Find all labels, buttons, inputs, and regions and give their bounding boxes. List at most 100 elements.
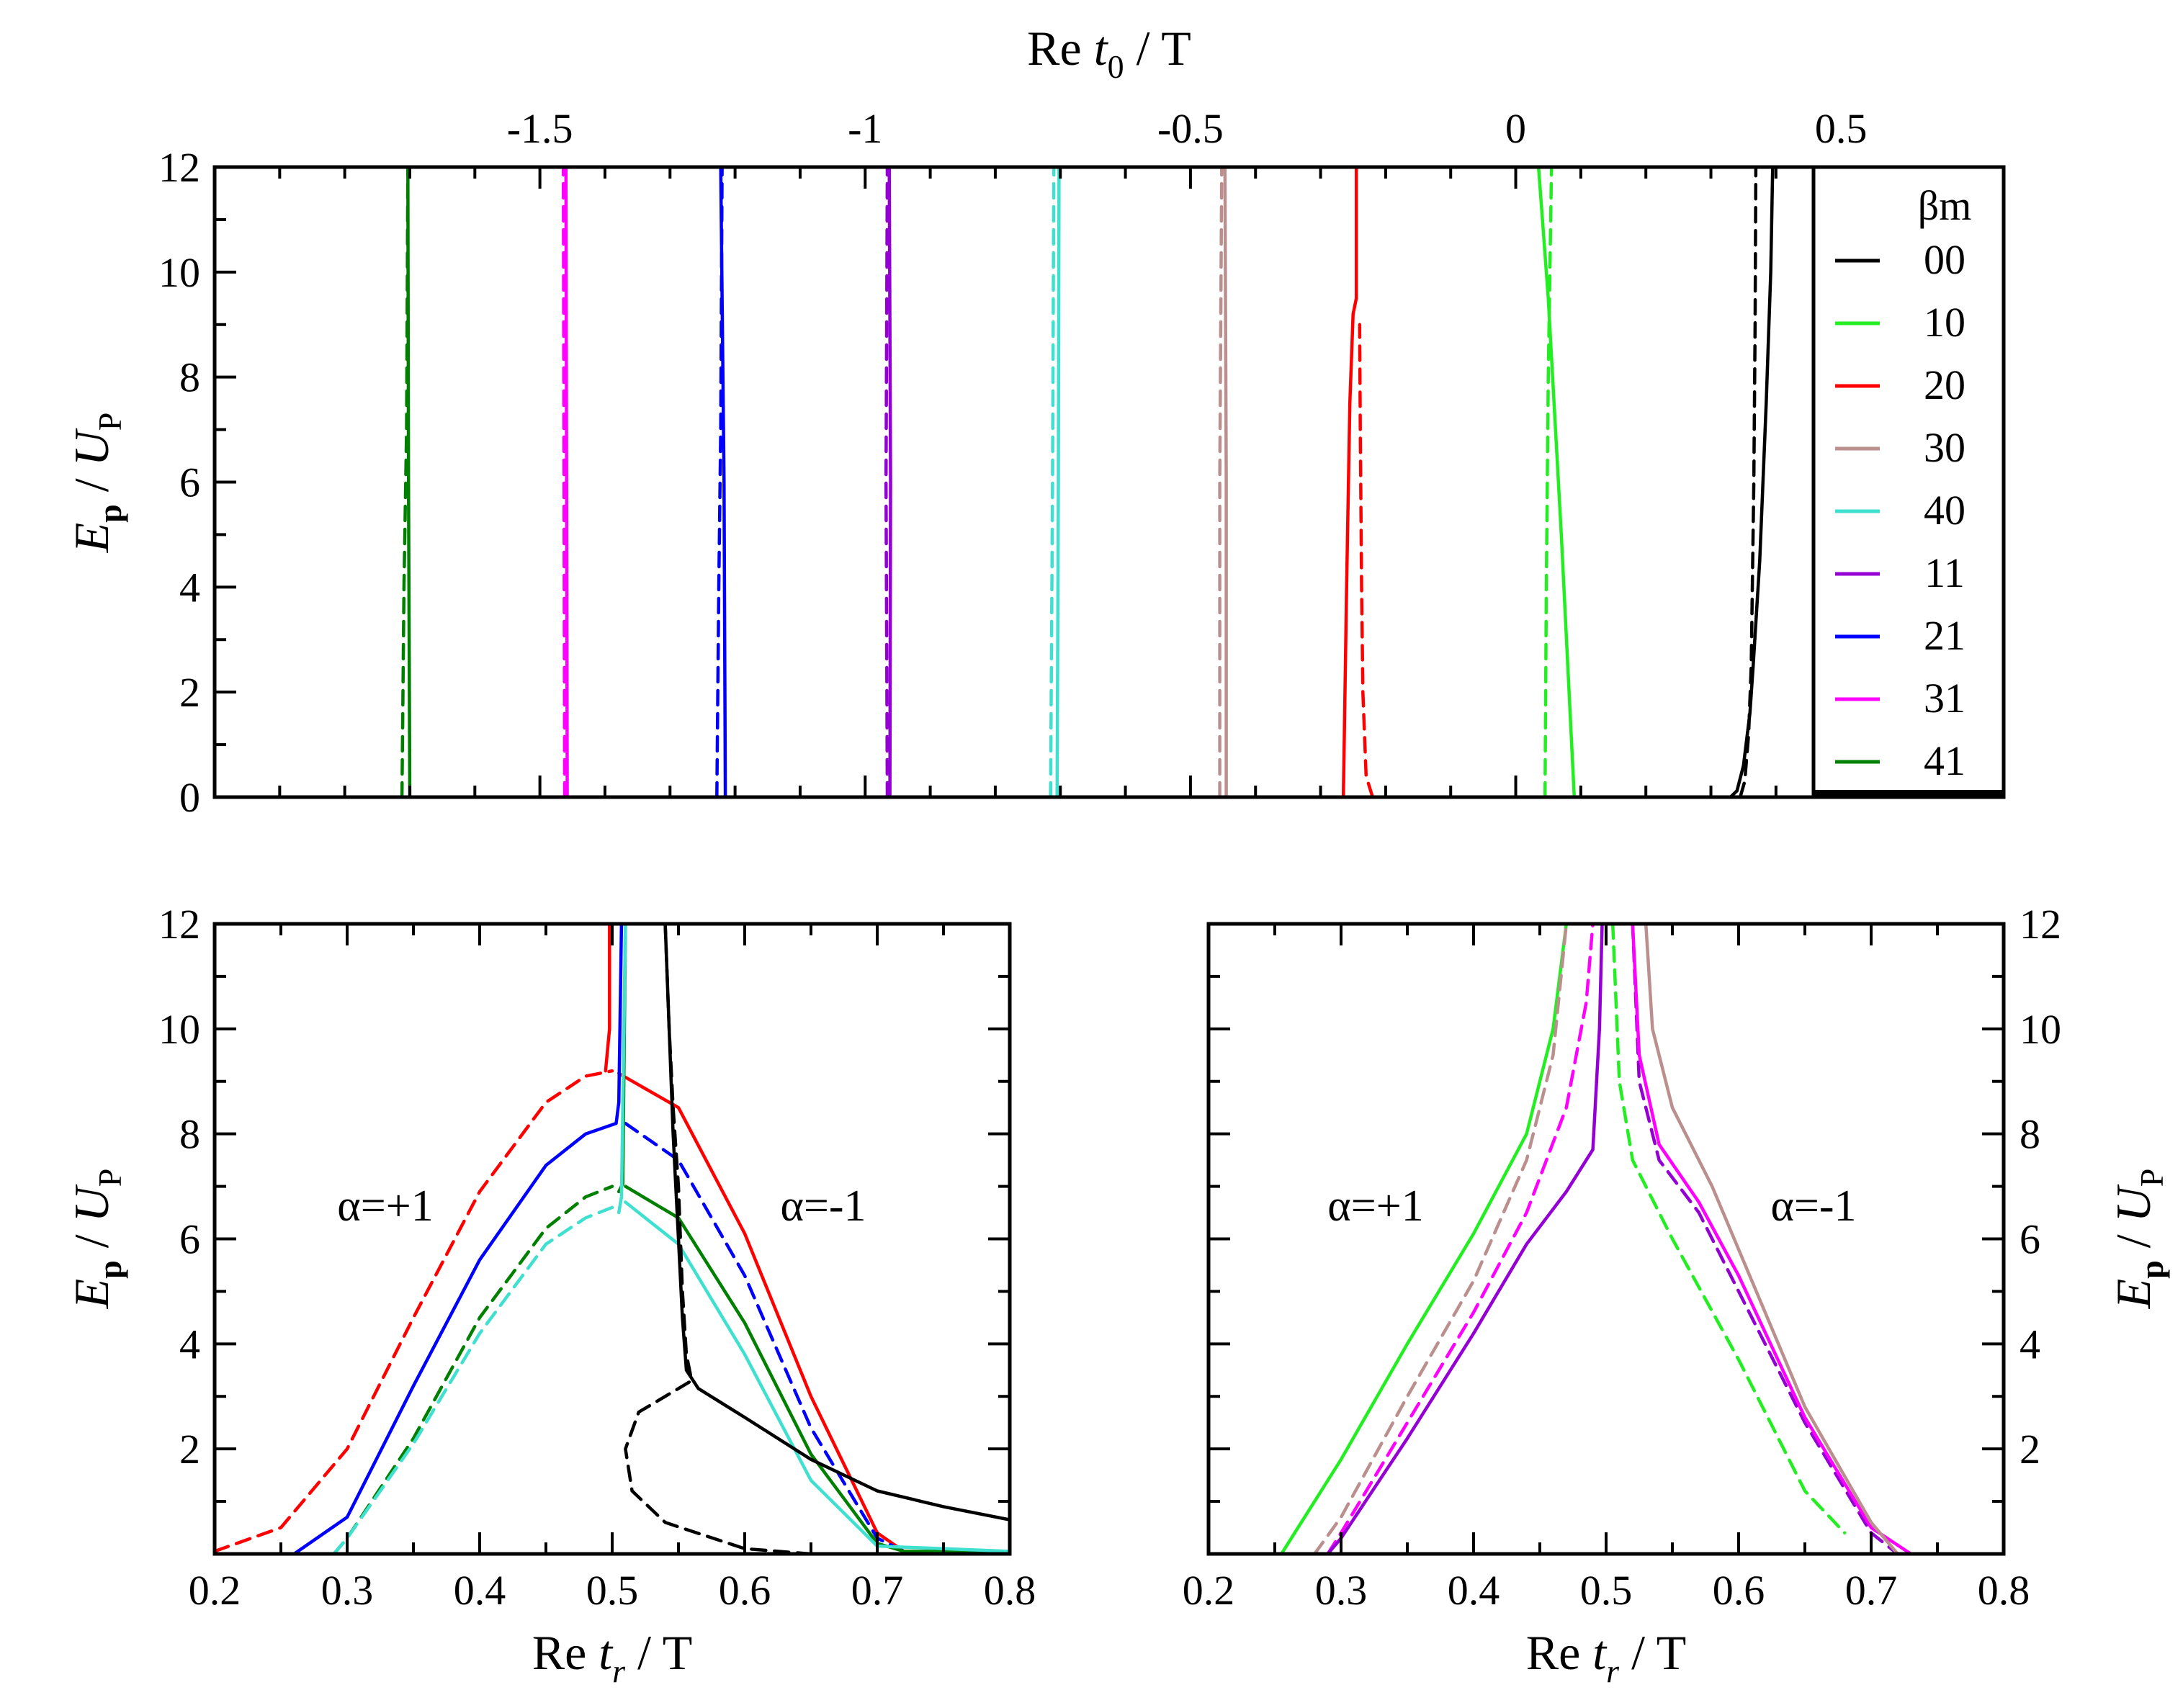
bottom-right-x-tick-label: 0.5 <box>1580 1567 1633 1614</box>
bottom-left-x-axis-label: Re tr / T <box>532 1625 693 1689</box>
bottom-left-plot-frame <box>212 922 1012 1556</box>
series-20-dashed-0 <box>212 1069 614 1553</box>
series-40-dashed-9 <box>1049 165 1056 799</box>
series-20-dashed-5 <box>1358 323 1375 799</box>
top-axis-tick-label: 0.5 <box>1815 105 1868 152</box>
series-31-solid-14 <box>564 165 569 799</box>
top-y-tick-label: 8 <box>179 354 200 401</box>
series-10-dashed-3 <box>1543 165 1554 799</box>
series-30-dashed-1 <box>1312 922 1569 1556</box>
series-20-solid-4 <box>1341 165 1358 799</box>
series-41-dashed-17 <box>400 165 410 799</box>
bottom-left-x-tick-label: 0.4 <box>454 1567 506 1614</box>
series-11-dashed-5 <box>1631 922 1900 1556</box>
top-axis-tick-label: -1.5 <box>507 105 573 152</box>
series-00-solid-12 <box>663 922 1012 1522</box>
bottom-right-y-tick-label: 6 <box>2020 1216 2040 1263</box>
legend-label-00: 00 <box>1924 236 1965 283</box>
series-00-dashed-1 <box>1738 165 1758 799</box>
legend: βm 00 10 20 30 40 11 21 31 41 <box>1811 165 2006 799</box>
bottom-left-ticks: 0.2 0.3 0.4 0.5 0.6 0.7 0.8 2 4 6 8 10 12 <box>158 901 1036 1614</box>
legend-title: βm <box>1918 182 1972 229</box>
bottom-left-y-tick-label: 6 <box>179 1216 200 1263</box>
bottom-right-plot-frame <box>1206 922 2006 1556</box>
bottom-left-curves <box>212 922 1012 1556</box>
top-y-tick-label: 6 <box>179 459 200 506</box>
bottom-left-y-tick-label: 12 <box>158 901 200 948</box>
series-00-solid-0 <box>1729 165 1775 799</box>
bottom-right-x-tick-label: 0.6 <box>1713 1567 1765 1614</box>
bottom-left-x-tick-label: 0.8 <box>984 1567 1036 1614</box>
series-40-solid-8 <box>1055 165 1061 799</box>
top-panel: -1.5 -1 -0.5 0 0.5 0 2 4 6 8 10 12 Re t0 / T Ep / U… <box>64 21 2006 821</box>
top-y-tick-label: 10 <box>158 249 200 296</box>
bottom-right-x-tick-label: 0.7 <box>1845 1567 1898 1614</box>
series-40-solid-10 <box>624 1200 1012 1553</box>
top-y-tick-label: 4 <box>179 564 200 611</box>
bottom-right-y-axis-label: Ep / UP <box>2106 1169 2170 1310</box>
bottom-left-annotation-alpha-minus: α=-1 <box>780 1182 866 1231</box>
series-10-solid-0 <box>1279 922 1569 1556</box>
series-30-dashed-7 <box>1218 165 1224 799</box>
bottom-left-x-tick-label: 0.7 <box>851 1567 904 1614</box>
top-y-tick-label: 2 <box>179 669 200 716</box>
bottom-left-y-tick-label: 2 <box>179 1426 200 1473</box>
bottom-right-y-tick-label: 4 <box>2020 1321 2040 1367</box>
series-11-dashed-11 <box>884 165 889 799</box>
top-curves <box>400 165 1775 799</box>
bottom-left-x-tick-label: 0.2 <box>189 1567 241 1614</box>
top-plot-frame <box>212 165 2006 799</box>
legend-label-41: 41 <box>1924 737 1965 784</box>
series-31-dashed-15 <box>561 165 567 799</box>
legend-label-31: 31 <box>1924 675 1965 722</box>
bottom-right-y-tick-label: 8 <box>2020 1111 2040 1158</box>
bottom-right-y-tick-label: 12 <box>2020 901 2061 948</box>
bottom-left-x-tick-label: 0.6 <box>719 1567 771 1614</box>
bottom-left-x-tick-label: 0.5 <box>586 1567 639 1614</box>
series-40-dashed-8 <box>332 1205 614 1556</box>
bottom-right-curves <box>1279 922 1913 1556</box>
series-10-dashed-4 <box>1610 922 1847 1535</box>
top-y-axis-label: Ep / UP <box>64 413 128 554</box>
bottom-left-annotation-alpha-plus: α=+1 <box>337 1182 433 1231</box>
series-41-dashed-5 <box>332 1185 614 1556</box>
legend-label-20: 20 <box>1924 361 1965 408</box>
series-20-solid-1 <box>604 922 611 1073</box>
legend-label-40: 40 <box>1924 487 1965 534</box>
bottom-left-y-axis-label: Ep / UP <box>64 1169 128 1310</box>
series-10-solid-2 <box>1536 165 1577 799</box>
series-21-dashed-4 <box>624 1121 906 1553</box>
legend-label-10: 10 <box>1924 299 1965 346</box>
series-30-solid-7 <box>1644 922 1900 1556</box>
series-41-solid-16 <box>406 165 412 799</box>
series-21-dashed-13 <box>715 165 724 799</box>
bottom-right-y-tick-label: 10 <box>2020 1006 2061 1053</box>
legend-label-30: 30 <box>1924 424 1965 471</box>
legend-box <box>1811 165 2006 799</box>
bottom-right-x-axis-label: Re tr / T <box>1526 1625 1687 1689</box>
series-21-solid-3 <box>292 922 624 1556</box>
bottom-left-y-tick-label: 8 <box>179 1111 200 1158</box>
series-41-solid-7 <box>624 1185 1012 1553</box>
bottom-right-y-tick-label: 2 <box>2020 1426 2040 1473</box>
series-11-solid-10 <box>887 165 892 799</box>
series-21-solid-12 <box>719 165 727 799</box>
top-y-tick-label: 12 <box>158 144 200 191</box>
legend-entries: 00 10 20 30 40 11 21 31 41 <box>1835 236 1965 784</box>
bottom-right-ticks: 0.2 0.3 0.4 0.5 0.6 0.7 0.8 2 4 6 8 10 12 <box>1183 901 2061 1614</box>
series-31-solid-6 <box>1631 922 1913 1556</box>
bottom-right-x-tick-label: 0.4 <box>1448 1567 1500 1614</box>
series-40-solid-9 <box>617 922 627 1215</box>
bottom-right-x-tick-label: 0.8 <box>1978 1567 2030 1614</box>
legend-label-11: 11 <box>1924 549 1965 596</box>
series-30-solid-6 <box>1223 165 1228 799</box>
bottom-right-annotation-alpha-minus: α=-1 <box>1770 1182 1856 1231</box>
top-y-tick-label: 0 <box>179 774 200 821</box>
bottom-left-x-tick-label: 0.3 <box>321 1567 374 1614</box>
top-axis-tick-label: -0.5 <box>1157 105 1224 152</box>
bottom-left-y-tick-label: 4 <box>179 1321 200 1367</box>
top-axis-tick-label: 0 <box>1505 105 1526 152</box>
